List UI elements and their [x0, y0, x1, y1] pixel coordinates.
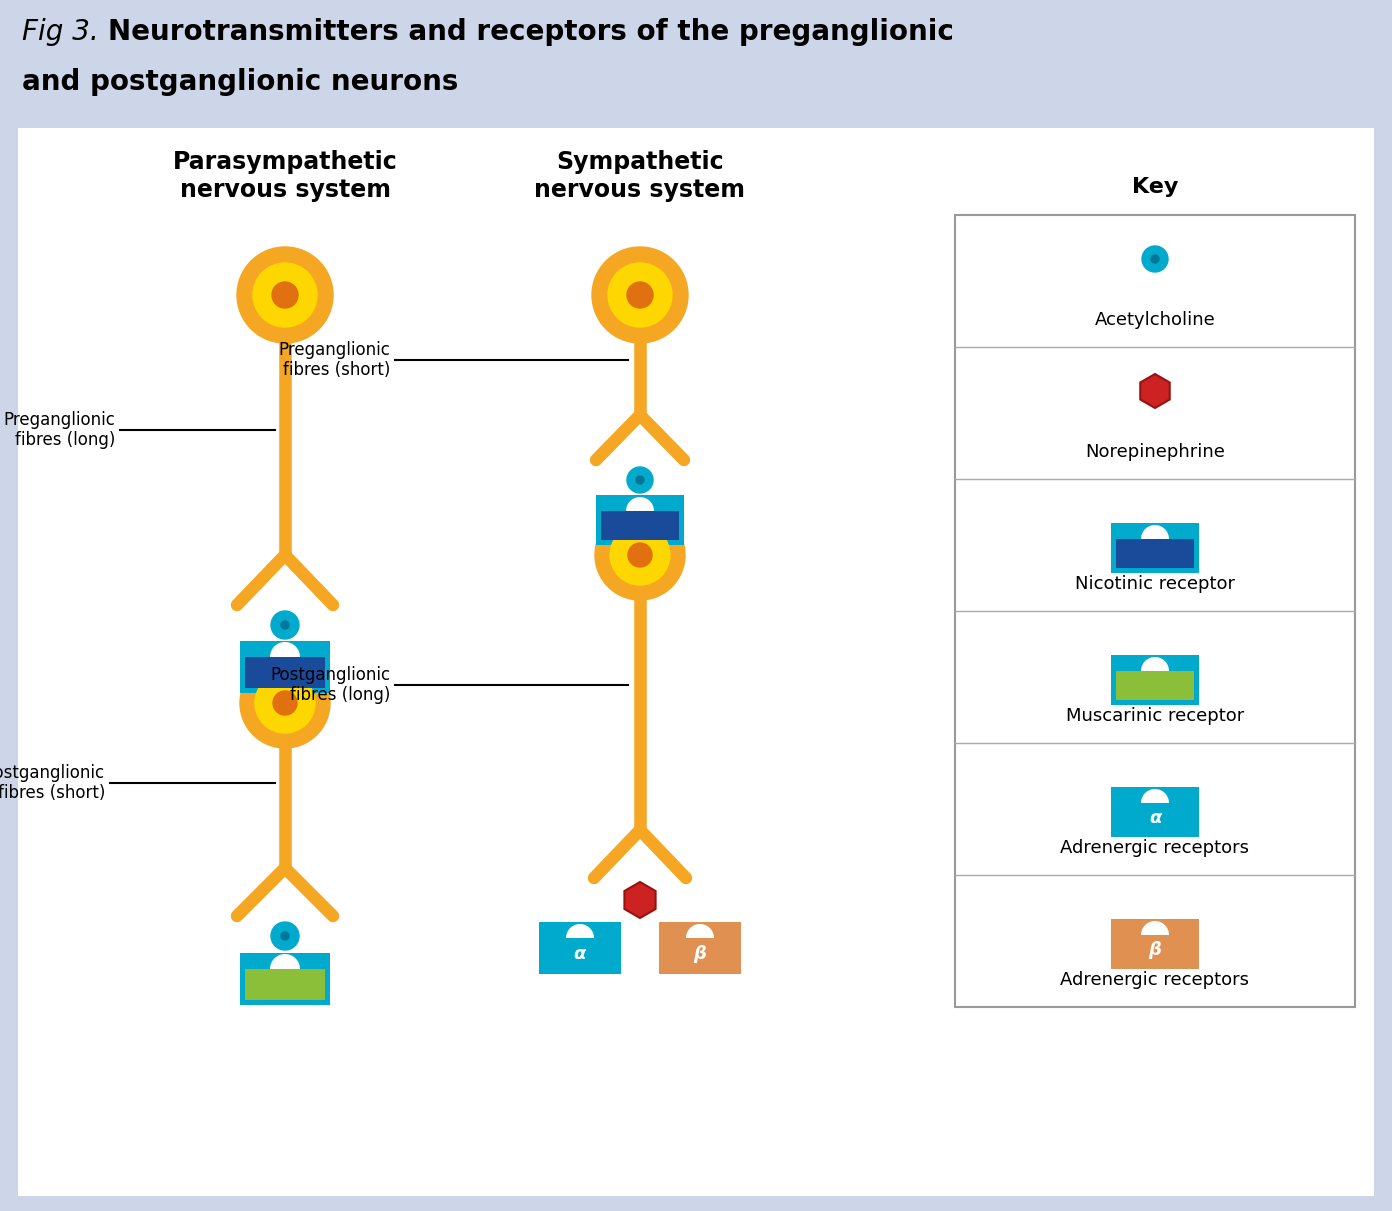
Polygon shape	[1141, 658, 1169, 671]
Text: Acetylcholine: Acetylcholine	[1094, 311, 1215, 329]
Text: α: α	[574, 946, 586, 963]
Bar	[1111, 787, 1199, 837]
Bar	[686, 939, 714, 969]
Text: β: β	[693, 946, 706, 963]
Polygon shape	[1140, 374, 1169, 408]
Circle shape	[253, 263, 317, 327]
Bar	[245, 969, 324, 1000]
Circle shape	[237, 247, 333, 343]
Bar	[1141, 935, 1169, 964]
Circle shape	[255, 673, 315, 733]
Text: Fig 3.: Fig 3.	[22, 18, 99, 46]
Bar	[1116, 671, 1194, 700]
Bar	[1116, 935, 1194, 964]
Bar	[239, 953, 330, 1005]
Bar	[544, 939, 617, 969]
Circle shape	[239, 658, 330, 748]
Bar	[601, 511, 679, 540]
Circle shape	[271, 282, 298, 308]
Text: Muscarinic receptor: Muscarinic receptor	[1066, 707, 1244, 725]
Bar	[270, 658, 301, 688]
Bar	[955, 216, 1354, 1008]
Circle shape	[608, 263, 672, 327]
Text: Adrenergic receptors: Adrenergic receptors	[1061, 839, 1250, 857]
Bar	[596, 495, 683, 545]
Circle shape	[281, 621, 290, 629]
Text: α: α	[1148, 809, 1161, 827]
Circle shape	[626, 282, 653, 308]
Polygon shape	[626, 497, 654, 511]
Bar	[539, 922, 621, 974]
Bar	[1141, 671, 1169, 700]
Bar	[1116, 803, 1194, 832]
Bar	[1111, 523, 1199, 573]
Text: Preganglionic
fibres (short): Preganglionic fibres (short)	[278, 340, 390, 379]
Circle shape	[628, 543, 651, 567]
Circle shape	[1151, 256, 1160, 263]
Circle shape	[271, 612, 299, 639]
Bar	[1111, 655, 1199, 705]
Polygon shape	[567, 924, 594, 939]
Circle shape	[626, 467, 653, 493]
Text: Postganglionic
fibres (short): Postganglionic fibres (short)	[0, 764, 104, 803]
Circle shape	[1141, 246, 1168, 272]
Bar	[658, 922, 741, 974]
Bar	[1111, 919, 1199, 969]
Polygon shape	[1141, 922, 1169, 935]
Circle shape	[636, 476, 644, 484]
Text: Preganglionic
fibres (long): Preganglionic fibres (long)	[3, 411, 116, 449]
Circle shape	[273, 691, 296, 714]
Bar	[626, 511, 654, 540]
Text: β: β	[1148, 941, 1161, 959]
Text: Sympathetic
nervous system: Sympathetic nervous system	[535, 150, 746, 202]
Circle shape	[271, 922, 299, 949]
Circle shape	[594, 510, 685, 599]
Polygon shape	[1141, 526, 1169, 539]
Bar	[270, 969, 301, 1000]
Bar	[1141, 539, 1169, 568]
Circle shape	[610, 526, 670, 585]
Bar	[1116, 539, 1194, 568]
Text: Parasympathetic
nervous system: Parasympathetic nervous system	[173, 150, 397, 202]
Polygon shape	[686, 924, 714, 939]
Text: Norepinephrine: Norepinephrine	[1084, 443, 1225, 461]
Text: Nicotinic receptor: Nicotinic receptor	[1075, 575, 1235, 593]
Polygon shape	[1141, 790, 1169, 803]
Text: Adrenergic receptors: Adrenergic receptors	[1061, 971, 1250, 989]
Bar	[664, 939, 736, 969]
Polygon shape	[625, 882, 656, 918]
Bar	[18, 128, 1374, 1196]
Text: Postganglionic
fibres (long): Postganglionic fibres (long)	[270, 666, 390, 705]
Bar	[239, 641, 330, 693]
Circle shape	[281, 932, 290, 940]
Bar	[567, 939, 594, 969]
Polygon shape	[270, 642, 301, 658]
Circle shape	[592, 247, 688, 343]
Text: and postganglionic neurons: and postganglionic neurons	[22, 68, 458, 96]
Text: Key: Key	[1132, 177, 1178, 197]
Bar	[245, 658, 324, 688]
Text: Neurotransmitters and receptors of the preganglionic: Neurotransmitters and receptors of the p…	[109, 18, 954, 46]
Polygon shape	[270, 954, 301, 969]
Bar	[1141, 803, 1169, 832]
